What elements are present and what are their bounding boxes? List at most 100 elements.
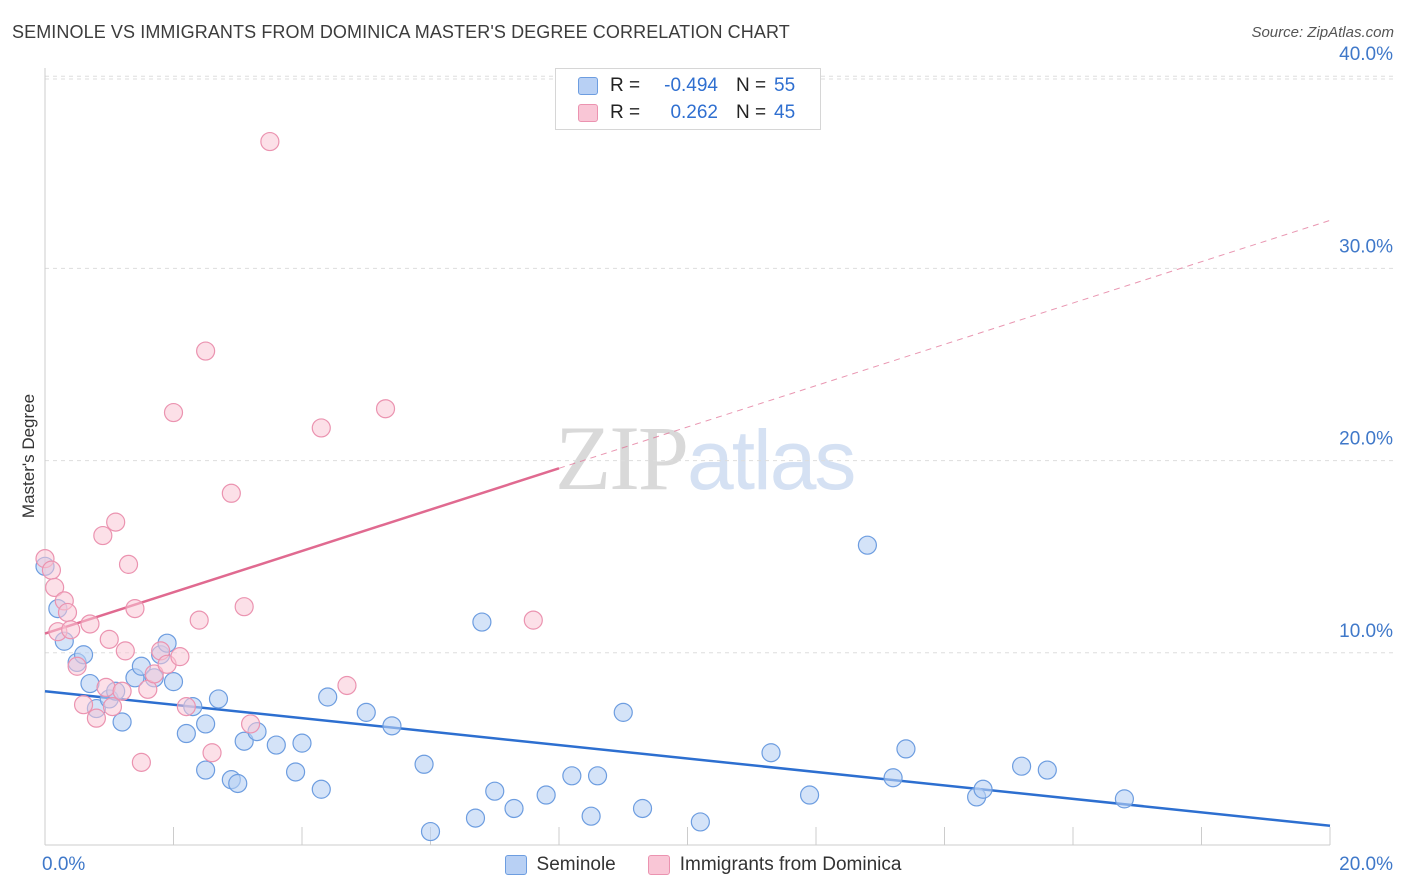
seminole-point bbox=[266, 735, 286, 755]
legend-r-value: -0.494 bbox=[664, 75, 718, 96]
seminole-point bbox=[292, 733, 312, 753]
dominica-point bbox=[73, 695, 94, 715]
bottom-legend-seminole: Seminole bbox=[504, 854, 616, 876]
y-tick-label: 30.0% bbox=[1339, 236, 1393, 257]
legend-swatch-seminole bbox=[578, 77, 598, 95]
dominica-points bbox=[35, 131, 543, 772]
bottom-legend: Seminole Immigrants from Dominica bbox=[0, 852, 1406, 878]
seminole-point bbox=[536, 785, 556, 805]
dominica-trend-extension bbox=[558, 219, 1331, 469]
seminole-point bbox=[196, 714, 216, 734]
legend-r-value: 0.262 bbox=[670, 102, 718, 123]
bottom-legend-dominica: Immigrants from Dominica bbox=[647, 854, 902, 876]
seminole-point bbox=[883, 768, 903, 788]
seminole-point bbox=[562, 766, 582, 786]
seminole-point bbox=[632, 798, 653, 819]
seminole-point bbox=[163, 672, 184, 692]
seminole-point bbox=[613, 702, 633, 722]
dominica-point bbox=[125, 598, 145, 619]
dominica-point bbox=[67, 656, 87, 676]
x-tick-label-start: 0.0% bbox=[42, 854, 85, 875]
seminole-point bbox=[799, 785, 820, 805]
dominica-point bbox=[41, 560, 62, 580]
seminole-point bbox=[857, 535, 878, 555]
legend-row-dominica: R = 0.262 N = 45 bbox=[556, 100, 795, 126]
seminole-point bbox=[690, 812, 710, 832]
legend-n-value: 45 bbox=[774, 102, 796, 123]
seminole-trend-group bbox=[44, 690, 1331, 828]
legend-swatch-dominica bbox=[578, 104, 598, 122]
dominica-point bbox=[311, 418, 331, 438]
legend-n-label: N = bbox=[736, 75, 767, 96]
dominica-point bbox=[86, 708, 107, 728]
dominica-point bbox=[523, 610, 543, 630]
dominica-point bbox=[163, 402, 184, 423]
dominica-point bbox=[241, 714, 261, 734]
bottom-legend-label-dominica: Immigrants from Dominica bbox=[679, 854, 902, 875]
seminole-point bbox=[112, 712, 132, 732]
dominica-point bbox=[234, 597, 254, 617]
dominica-point bbox=[202, 743, 222, 763]
dominica-point bbox=[61, 620, 81, 640]
seminole-point bbox=[80, 673, 100, 694]
chart-title: SEMINOLE VS IMMIGRANTS FROM DOMINICA MAS… bbox=[12, 22, 790, 42]
dominica-point bbox=[170, 647, 190, 667]
dominica-point bbox=[102, 697, 123, 717]
seminole-point bbox=[382, 716, 402, 736]
dominica-point bbox=[118, 554, 139, 574]
bottom-legend-swatch-dominica bbox=[647, 855, 670, 875]
seminole-point bbox=[465, 808, 486, 828]
dominica-point bbox=[196, 341, 216, 361]
seminole-point bbox=[472, 612, 492, 632]
dominica-point bbox=[96, 677, 116, 698]
y-tick-label: 40.0% bbox=[1339, 44, 1393, 65]
seminole-point bbox=[356, 702, 376, 722]
seminole-point bbox=[311, 779, 331, 799]
y-tick-label: 20.0% bbox=[1339, 429, 1393, 450]
dominica-point bbox=[106, 512, 126, 532]
seminole-point bbox=[414, 754, 434, 774]
dominica-point bbox=[115, 641, 135, 661]
seminole-point bbox=[318, 687, 338, 707]
seminole-point bbox=[485, 781, 505, 801]
dominica-point bbox=[337, 675, 357, 696]
seminole-point bbox=[973, 779, 993, 799]
tick-labels: 10.0% 20.0% 30.0% 40.0% 0.0% 20.0% Master's De… bbox=[19, 44, 1393, 875]
seminole-point bbox=[196, 760, 216, 780]
seminole-point bbox=[176, 723, 196, 744]
dominica-point bbox=[176, 697, 196, 717]
seminole-point bbox=[208, 689, 229, 709]
legend-r-label: R = bbox=[610, 75, 641, 96]
seminole-point bbox=[1037, 760, 1057, 780]
dominica-point bbox=[131, 752, 151, 772]
dominica-trend-line bbox=[44, 467, 560, 635]
dominica-point bbox=[45, 577, 65, 598]
seminole-point bbox=[581, 806, 601, 826]
seminole-point bbox=[587, 766, 608, 786]
dominica-point bbox=[112, 681, 132, 701]
seminole-point bbox=[1011, 756, 1032, 776]
dominica-point bbox=[260, 131, 280, 152]
stats-legend: R = -0.494 N = 55 R = 0.262 N = 45 bbox=[555, 68, 821, 130]
seminole-point bbox=[1114, 789, 1135, 809]
legend-n-value: 55 bbox=[774, 75, 796, 96]
seminole-point bbox=[761, 743, 781, 763]
gridlines bbox=[45, 75, 1395, 654]
seminole-trend-line bbox=[44, 690, 1331, 828]
seminole-point bbox=[285, 762, 306, 782]
axes bbox=[44, 68, 1331, 846]
seminole-point bbox=[228, 773, 248, 794]
y-tick-label: 10.0% bbox=[1339, 621, 1393, 642]
dominica-point bbox=[221, 483, 241, 503]
dominica-point bbox=[189, 610, 209, 630]
x-tick-label-end: 20.0% bbox=[1339, 854, 1393, 875]
seminole-point bbox=[896, 739, 916, 759]
legend-n-label: N = bbox=[736, 102, 767, 123]
dominica-point bbox=[99, 629, 119, 649]
bottom-legend-swatch-seminole bbox=[504, 855, 527, 875]
seminole-points bbox=[35, 535, 1135, 842]
dominica-point bbox=[93, 525, 113, 546]
dominica-point bbox=[375, 399, 396, 419]
seminole-point bbox=[504, 798, 524, 819]
